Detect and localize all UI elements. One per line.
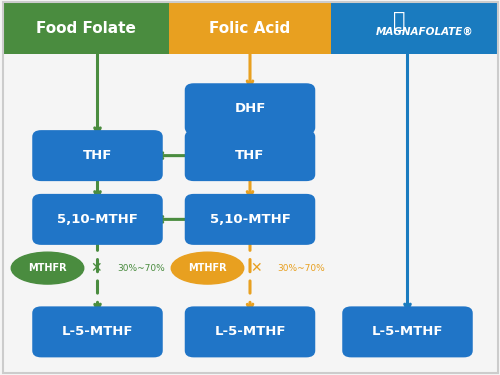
FancyBboxPatch shape (331, 2, 498, 54)
Text: THF: THF (83, 149, 112, 162)
FancyBboxPatch shape (169, 2, 331, 54)
Text: DHF: DHF (234, 102, 266, 115)
Text: ✕: ✕ (250, 261, 262, 275)
FancyBboxPatch shape (185, 306, 316, 357)
Text: MTHFR: MTHFR (28, 263, 67, 273)
Text: L-5-MTHF: L-5-MTHF (372, 326, 444, 338)
Text: Folic Acid: Folic Acid (210, 21, 290, 36)
FancyBboxPatch shape (185, 130, 316, 181)
Text: MTHFR: MTHFR (188, 263, 227, 273)
Ellipse shape (171, 252, 244, 284)
Ellipse shape (11, 252, 84, 284)
Text: 5,10-MTHF: 5,10-MTHF (57, 213, 138, 226)
Text: ✕: ✕ (90, 261, 102, 275)
Text: L-5-MTHF: L-5-MTHF (214, 326, 286, 338)
Text: MAGNAFOLATE®: MAGNAFOLATE® (376, 27, 473, 37)
Text: Food Folate: Food Folate (36, 21, 136, 36)
Text: L-5-MTHF: L-5-MTHF (62, 326, 133, 338)
Text: 5,10-MTHF: 5,10-MTHF (210, 213, 290, 226)
FancyBboxPatch shape (2, 2, 169, 54)
Text: 🕊: 🕊 (393, 10, 406, 31)
FancyBboxPatch shape (32, 130, 163, 181)
FancyBboxPatch shape (342, 306, 472, 357)
Text: THF: THF (236, 149, 264, 162)
FancyBboxPatch shape (32, 306, 163, 357)
FancyBboxPatch shape (185, 194, 316, 245)
Text: 30%~70%: 30%~70% (118, 264, 166, 273)
Text: 30%~70%: 30%~70% (278, 264, 326, 273)
FancyBboxPatch shape (185, 83, 316, 134)
FancyBboxPatch shape (32, 194, 163, 245)
